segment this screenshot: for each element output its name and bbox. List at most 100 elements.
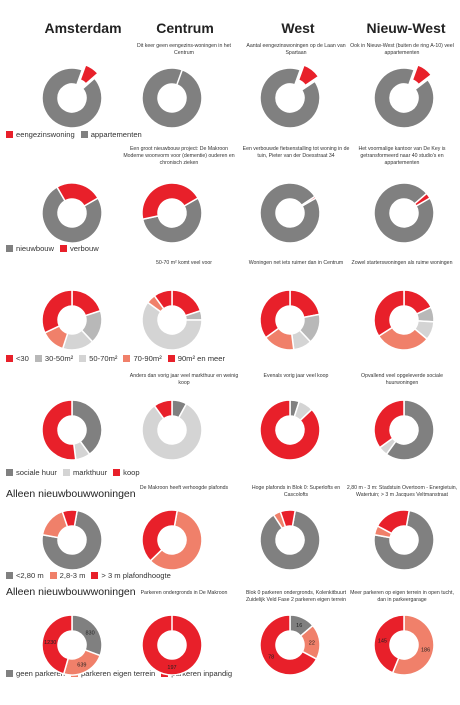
column-heading-nieuw-west: Nieuw-West: [366, 20, 446, 36]
donut-slice: [259, 67, 321, 129]
donut-slice: [373, 614, 405, 674]
donut-slice: [149, 509, 203, 571]
donut-slice: [41, 509, 103, 571]
donut-value-label: 145: [378, 639, 387, 645]
donut-slice: [411, 64, 433, 86]
donut-slice: [373, 182, 435, 244]
legend-r2: nieuwbouw verbouw: [6, 243, 105, 254]
donut-slice: [41, 289, 73, 334]
legend-swatch: [6, 245, 13, 252]
note-r1-west: Aantal eengezinswoningen op de Laan van …: [246, 43, 346, 56]
column-heading-west: West: [281, 20, 315, 36]
note-r6-west: Blok 0 parkeren ondergronds, Kolenkitbuu…: [245, 590, 347, 603]
legend-item: <2,80 m: [6, 570, 44, 581]
donut-slice: [259, 182, 321, 244]
donut-slice: [55, 182, 100, 208]
legend-label: > 3 m plafondhoogte: [101, 571, 171, 580]
donut-value-label: 639: [77, 663, 86, 669]
legend-swatch: [80, 131, 88, 138]
legend-label: eengezinswoning: [16, 130, 75, 139]
legend-label: markthuur: [72, 468, 108, 477]
legend-swatch: [49, 572, 57, 579]
legend-label: geen parkeren: [16, 669, 65, 678]
legend-swatch: [6, 572, 13, 579]
legend-item: 2,8-3 m: [49, 570, 86, 581]
donut-slice: [79, 63, 100, 85]
donut-slice: [259, 289, 291, 339]
donut-slice: [373, 399, 405, 449]
legend-r1: eengezinswoning appartementen: [6, 129, 148, 140]
legend-swatch: [6, 670, 13, 677]
legend-label: nieuwbouw: [16, 244, 54, 253]
donut-slice: [279, 509, 297, 528]
note-r1-centrum: Dit keer geen eengezins-woningen in het …: [136, 43, 231, 56]
legend-item: verbouw: [60, 243, 99, 254]
legend-label: <30: [16, 354, 29, 363]
note-r3-west: Woningen net iets ruimer dan in Centrum: [248, 260, 344, 266]
legend-label: <2,80 m: [16, 571, 44, 580]
donut-slice: [41, 614, 73, 675]
donut-slice: [141, 301, 203, 351]
legend-swatch: [6, 355, 13, 362]
legend-item: 50-70m²: [79, 353, 117, 364]
legend-label: parkeren inpandig: [171, 669, 233, 678]
donut-value-label: 16: [296, 623, 302, 629]
donut-slice: [41, 185, 103, 244]
legend-swatch: [6, 469, 13, 476]
legend-label: 50-70m²: [89, 354, 118, 363]
note-r4-west: Evenals vorig jaar veel koop: [263, 373, 329, 379]
donut-slice: [391, 614, 435, 676]
note-r6-centrum: Parkeren ondergronds in De Makroon: [140, 590, 228, 596]
legend-swatch: [34, 355, 42, 362]
donut-slice: [153, 399, 173, 420]
section-title-r5: Alleen nieuwbouwwoningen: [6, 488, 136, 500]
donut-slice: [373, 289, 405, 338]
legend-label: koop: [123, 468, 140, 477]
section-title-r6: Alleen nieuwbouwwoningen: [6, 586, 136, 598]
donut-value-label: 1230: [44, 640, 56, 646]
donut-slice: [413, 192, 432, 208]
donut-slice: [41, 399, 77, 461]
note-r5-west: Hoge plafonds in Blok 0: Superlofts en C…: [251, 485, 341, 498]
legend-label: parkeren eigen terrein: [80, 669, 156, 678]
donut-slice: [289, 289, 321, 319]
legend-label: 30-50m²: [44, 354, 74, 363]
legend-item: 30-50m²: [34, 353, 74, 364]
note-r2-west: Een verbouwde fietsenstalling tot woning…: [242, 146, 350, 159]
donut-slice: [141, 196, 203, 244]
note-r6-nieuw-west: Meer parkeren op eigen terrein in open t…: [350, 590, 454, 603]
donut-slice: [297, 64, 320, 87]
legend-item: koop: [113, 467, 140, 478]
legend-label: 2,8-3 m: [59, 571, 86, 580]
note-r4-centrum: Anders dan vorig jaar veel markthuur en …: [129, 373, 239, 386]
note-r3-nieuw-west: Zowel starterswoningen als ruime woninge…: [351, 260, 453, 266]
note-r3-centrum: 50-70 m² komt veel voor: [156, 260, 212, 266]
donut-slice: [376, 509, 411, 535]
legend-item: appartementen: [80, 129, 142, 140]
legend-item: nieuwbouw: [6, 243, 54, 254]
note-r4-nieuw-west: Opvallend veel opgeleverde sociale huurw…: [361, 373, 443, 386]
legend-swatch: [113, 469, 121, 476]
legend-label: sociale huur: [16, 468, 57, 477]
legend-item: > 3 m plafondhoogte: [91, 570, 171, 581]
donut-slice: [141, 402, 203, 461]
note-r2-centrum: Een groot nieuwbouw project: De Makroon …: [123, 146, 235, 166]
legend-label: 90m² en meer: [177, 354, 226, 363]
donut-value-label: 197: [167, 665, 176, 671]
legend-swatch: [123, 355, 131, 362]
donut-slice: [141, 67, 203, 129]
donut-value-label: 78: [268, 654, 274, 660]
donut-slice: [385, 399, 435, 461]
donut-slice: [61, 509, 79, 528]
donut-value-label: 830: [86, 630, 95, 636]
note-r5-nieuw-west: 2,80 m - 3 m: Stadstuin Overtoom - Energ…: [346, 485, 458, 498]
column-heading-amsterdam: Amsterdam: [44, 20, 122, 36]
legend-swatch: [167, 355, 175, 362]
donut-slice: [141, 509, 179, 562]
donut-value-label: 186: [421, 647, 430, 653]
legend-swatch: [79, 355, 87, 362]
legend-item: 70-90m²: [123, 353, 162, 364]
note-r5-centrum: De Makroon heeft verhoogde plafonds: [139, 485, 229, 491]
legend-label: 70-90m²: [133, 354, 162, 363]
